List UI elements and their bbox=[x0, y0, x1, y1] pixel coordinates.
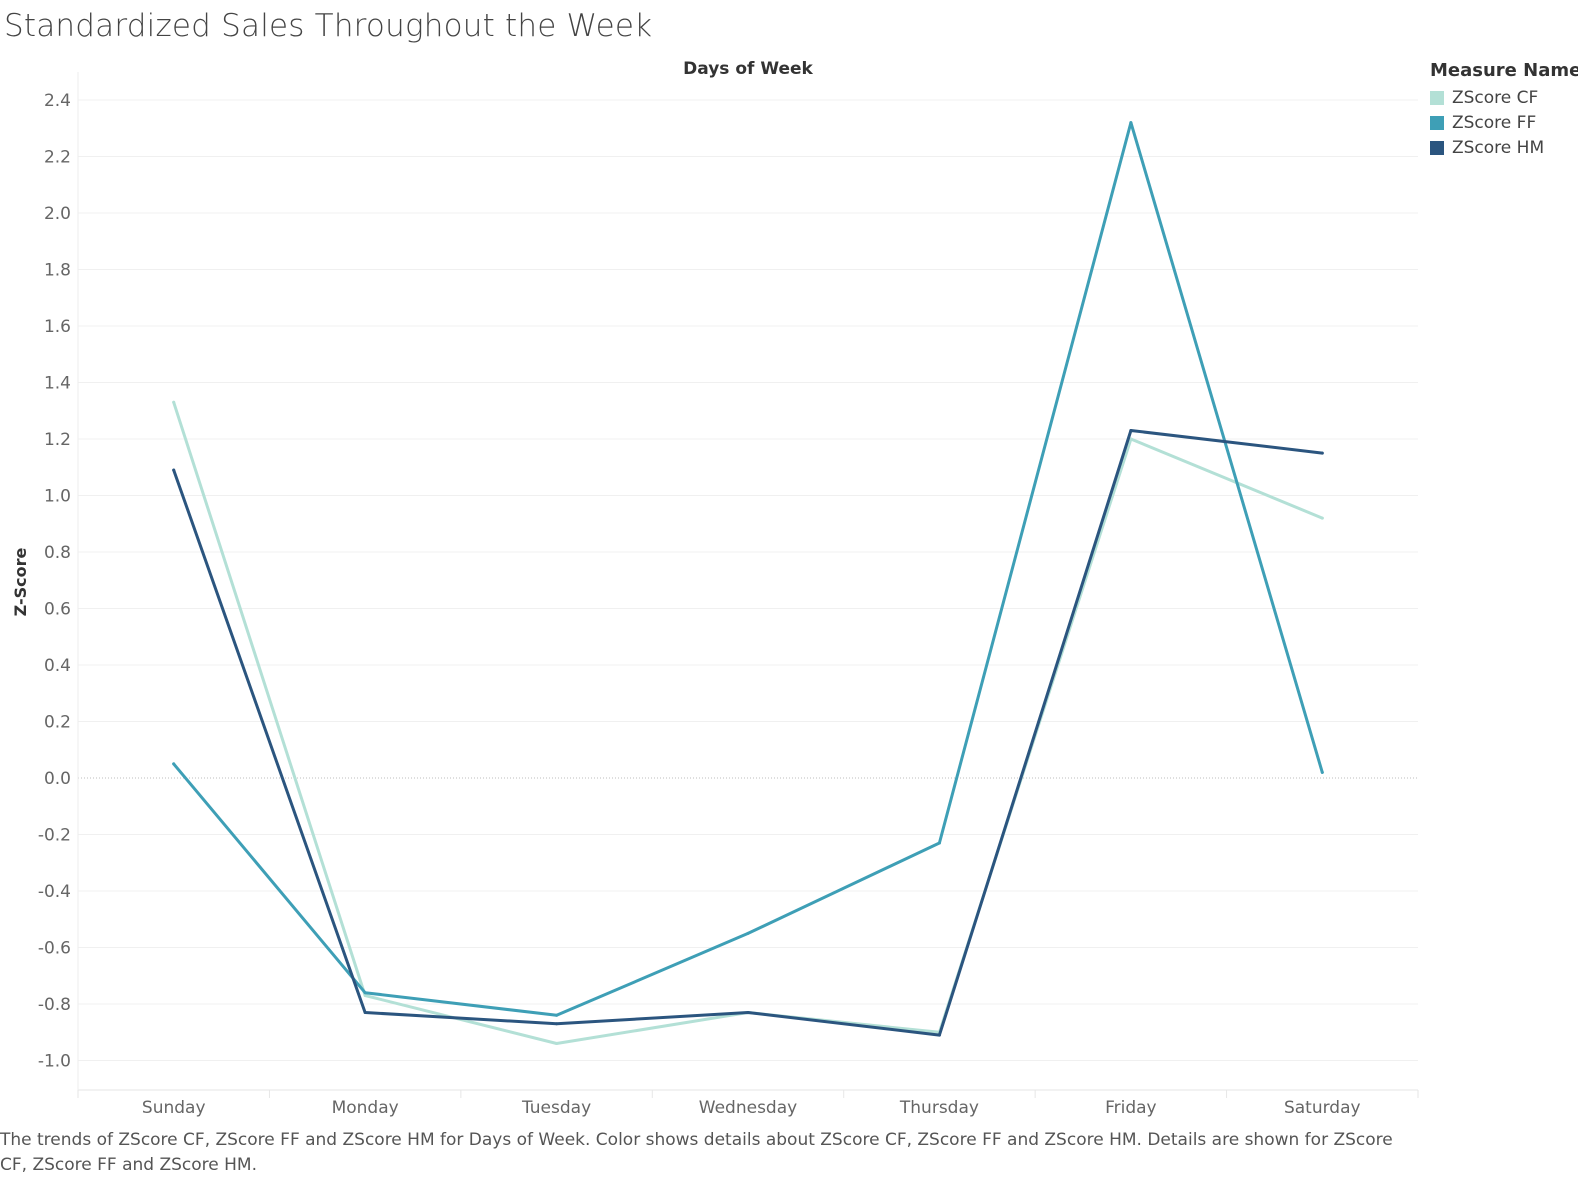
x-axis-title: Days of Week bbox=[683, 59, 813, 79]
y-tick-label: -0.4 bbox=[38, 882, 71, 902]
legend-item-zscore-ff[interactable]: ZScore FF bbox=[1430, 110, 1578, 135]
data-point-zscore-cf bbox=[1320, 516, 1324, 520]
legend-swatch bbox=[1430, 115, 1444, 130]
chart-caption: The trends of ZScore CF, ZScore FF and Z… bbox=[0, 1130, 1393, 1175]
y-tick-label: 1.2 bbox=[44, 430, 71, 450]
data-point-zscore-hm bbox=[1320, 451, 1324, 455]
legend-swatch bbox=[1430, 90, 1444, 105]
y-tick-label: 2.4 bbox=[44, 91, 71, 111]
legend-label: ZScore HM bbox=[1452, 137, 1545, 158]
y-tick-label: 2.0 bbox=[44, 204, 71, 224]
x-tick-label: Monday bbox=[332, 1098, 399, 1118]
y-tick-label: 0.2 bbox=[44, 713, 71, 733]
x-tick-label: Tuesday bbox=[521, 1098, 591, 1118]
chart-title: Standardized Sales Throughout the Week bbox=[4, 8, 653, 44]
y-tick-label: -1.0 bbox=[38, 1052, 71, 1072]
data-point-zscore-ff bbox=[363, 991, 367, 995]
series-lines bbox=[172, 121, 1324, 1046]
x-tick-label: Saturday bbox=[1284, 1098, 1361, 1118]
y-tick-label: 1.8 bbox=[44, 261, 71, 281]
series-line-zscore-hm bbox=[172, 429, 1324, 1037]
data-point-zscore-cf bbox=[363, 994, 367, 998]
data-point-zscore-cf bbox=[555, 1042, 559, 1046]
y-tick-label: 2.2 bbox=[44, 148, 71, 168]
y-tick-label: 0.4 bbox=[44, 656, 71, 676]
legend-title: Measure Names bbox=[1430, 60, 1578, 81]
data-point-zscore-cf bbox=[172, 400, 176, 404]
data-point-zscore-ff bbox=[746, 931, 750, 935]
data-point-zscore-hm bbox=[746, 1010, 750, 1014]
data-point-zscore-ff bbox=[937, 841, 941, 845]
data-point-zscore-ff bbox=[1320, 770, 1324, 774]
x-tick-label: Sunday bbox=[142, 1098, 206, 1118]
data-point-zscore-ff bbox=[555, 1013, 559, 1017]
y-tick-label: 0.8 bbox=[44, 543, 71, 563]
legend-label: ZScore CF bbox=[1452, 87, 1539, 108]
data-point-zscore-hm bbox=[555, 1022, 559, 1026]
y-tick-label: -0.2 bbox=[38, 826, 71, 846]
y-tick-label: 0.0 bbox=[44, 769, 71, 789]
y-tick-label: 1.6 bbox=[44, 317, 71, 337]
y-tick-label: 0.6 bbox=[44, 600, 71, 620]
series-line-zscore-ff bbox=[172, 121, 1324, 1017]
y-tick-label: 1.4 bbox=[44, 374, 71, 394]
x-tick-label: Thursday bbox=[899, 1098, 979, 1118]
legend-item-zscore-cf[interactable]: ZScore CF bbox=[1430, 85, 1578, 110]
data-point-zscore-ff bbox=[1129, 121, 1133, 125]
data-point-zscore-hm bbox=[363, 1010, 367, 1014]
x-tick-label: Wednesday bbox=[699, 1098, 797, 1118]
grid-lines bbox=[77, 99, 1419, 1098]
data-point-zscore-ff bbox=[172, 762, 176, 766]
legend-swatch bbox=[1430, 140, 1444, 155]
y-tick-label: 1.0 bbox=[44, 487, 71, 507]
y-tick-label: -0.6 bbox=[38, 939, 71, 959]
data-point-zscore-hm bbox=[1129, 429, 1133, 433]
legend-label: ZScore FF bbox=[1452, 112, 1537, 133]
legend-item-zscore-hm[interactable]: ZScore HM bbox=[1430, 135, 1578, 160]
data-point-zscore-hm bbox=[937, 1033, 941, 1037]
x-tick-label: Friday bbox=[1105, 1098, 1157, 1118]
axes: 2.4 2.2 2.0 1.8 1.6 1.4 1.2 1.0 0.8 0.6 0.4 0.2 0.0 -… bbox=[11, 59, 1418, 1118]
data-point-zscore-hm bbox=[172, 468, 176, 472]
y-axis-title: Z-Score bbox=[11, 548, 30, 617]
y-tick-label: -0.8 bbox=[38, 995, 71, 1015]
data-point-zscore-cf bbox=[1129, 437, 1133, 441]
legend: Measure Names ZScore CF ZScore FF ZScore… bbox=[1430, 60, 1578, 160]
